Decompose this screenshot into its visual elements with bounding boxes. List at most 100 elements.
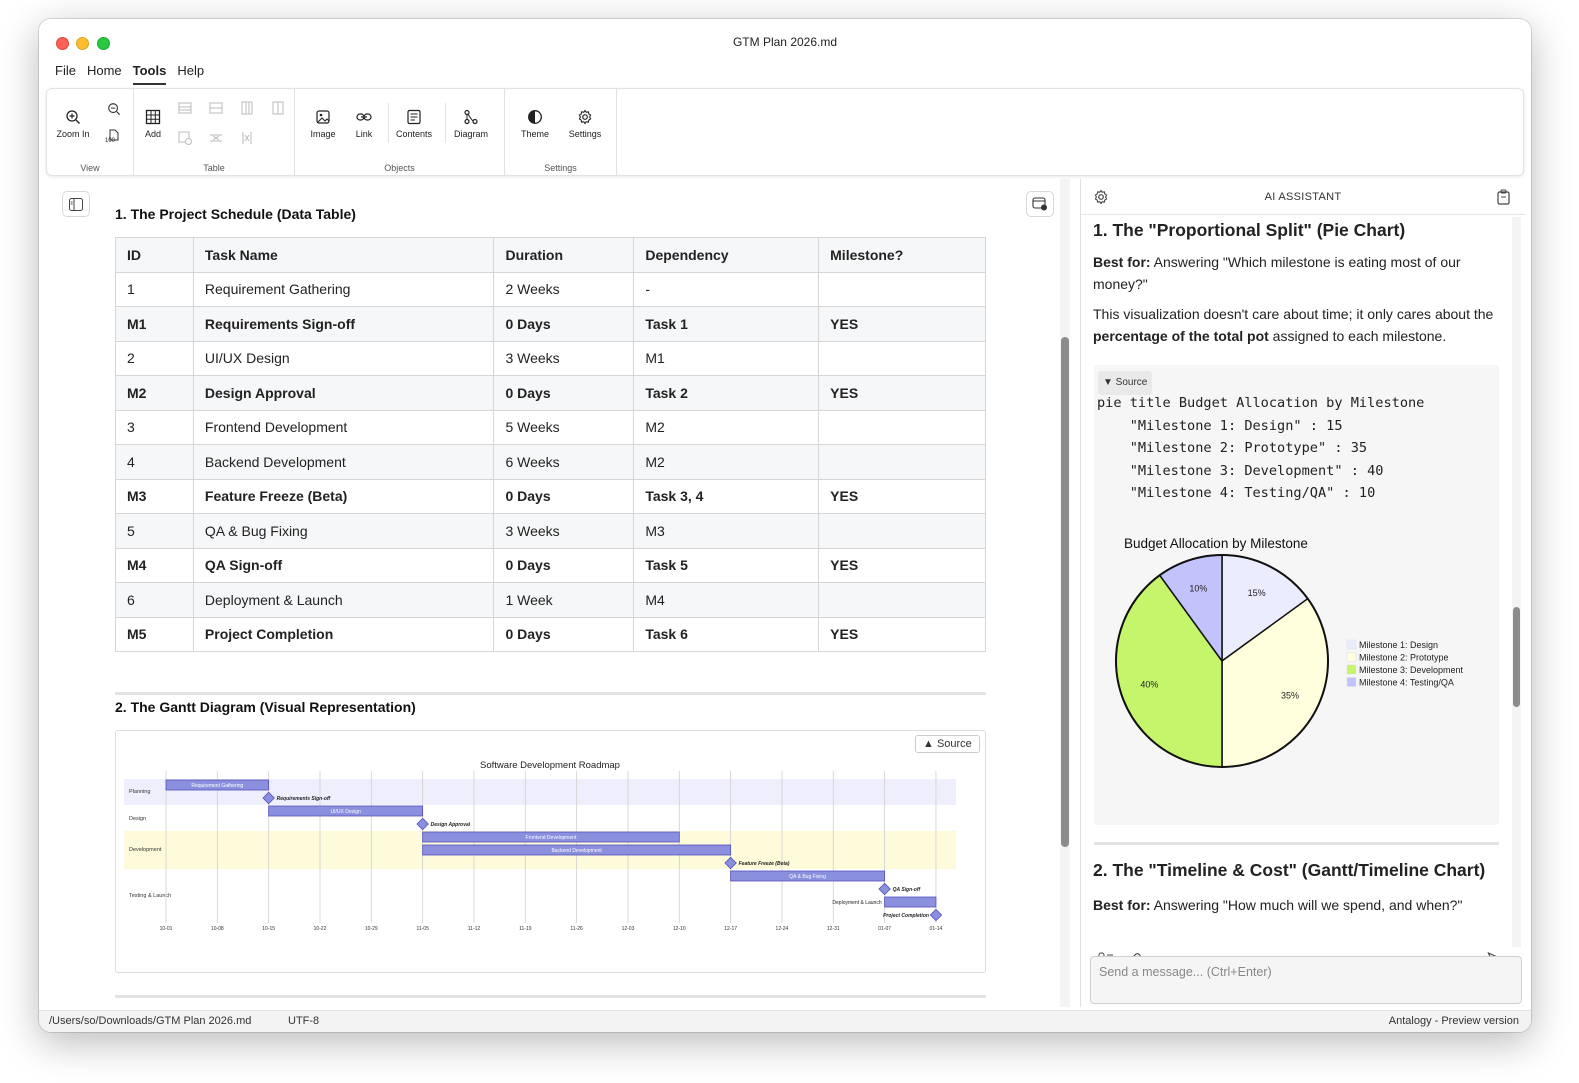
gantt-source-toggle[interactable]: ▲ Source bbox=[915, 735, 980, 753]
gear-icon[interactable] bbox=[1093, 189, 1109, 205]
gantt-title: Software Development Roadmap bbox=[480, 760, 620, 771]
table-cell: Task 2 bbox=[633, 375, 820, 411]
chat-scroll-thumb[interactable] bbox=[1513, 607, 1520, 707]
divider bbox=[445, 103, 446, 143]
encoding: UTF-8 bbox=[288, 1015, 320, 1027]
table-cell bbox=[818, 513, 986, 549]
gantt-tick-label: 01-07 bbox=[878, 926, 891, 932]
theme-button[interactable]: Theme bbox=[517, 109, 553, 139]
section-heading-schedule: 1. The Project Schedule (Data Table) bbox=[115, 206, 356, 222]
table-cell: M3 bbox=[115, 478, 194, 514]
gantt-milestone-label: QA Sign-off bbox=[893, 887, 922, 893]
ai-assistant-header: AI ASSISTANT bbox=[1081, 179, 1525, 215]
zoom-out-icon[interactable] bbox=[107, 102, 121, 116]
table-cell: 0 Days bbox=[493, 616, 635, 652]
table-cell: QA & Bug Fixing bbox=[192, 513, 495, 549]
table-cell: YES bbox=[818, 478, 986, 514]
app-version: Antalogy - Preview version bbox=[1388, 1015, 1519, 1027]
chat-scrollbar[interactable] bbox=[1512, 217, 1521, 947]
table-row: 3 Frontend Development 5 Weeks M2 bbox=[115, 409, 986, 445]
diagram-button[interactable]: Diagram bbox=[449, 109, 493, 139]
close-window-button[interactable] bbox=[56, 37, 69, 50]
menu-bar: File Home Tools Help bbox=[55, 63, 204, 85]
table-row: 4 Backend Development 6 Weeks M2 bbox=[115, 444, 986, 480]
chat-paragraph: Best for: Answering "Which milestone is … bbox=[1093, 254, 1461, 292]
group-label-table: Table bbox=[203, 163, 225, 173]
export-button[interactable] bbox=[1026, 191, 1054, 217]
table-cell: YES bbox=[818, 375, 986, 411]
table-header-cell: Milestone? bbox=[818, 237, 986, 273]
menu-tools[interactable]: Tools bbox=[132, 63, 167, 85]
legend-swatch bbox=[1346, 677, 1357, 687]
table-cell: Requirements Sign-off bbox=[192, 306, 495, 342]
gantt-task-bar bbox=[268, 805, 424, 817]
table-cell: M3 bbox=[633, 513, 820, 549]
delete-table-icon[interactable] bbox=[178, 131, 192, 145]
insert-row-below-icon[interactable] bbox=[209, 101, 223, 115]
divider bbox=[1094, 842, 1499, 845]
table-cell: 3 bbox=[115, 409, 194, 445]
zoom-reset-button[interactable]: 100 bbox=[105, 129, 123, 145]
pie-slice-label: 40% bbox=[1140, 680, 1158, 690]
gantt-section-label: Development bbox=[129, 847, 162, 853]
table-cell: M2 bbox=[115, 375, 194, 411]
ai-assistant-title: AI ASSISTANT bbox=[1264, 191, 1342, 203]
insert-row-above-icon[interactable] bbox=[178, 101, 192, 115]
contents-label: Contents bbox=[395, 129, 433, 139]
chat-paragraph: Best for: Answering "How much will we sp… bbox=[1093, 897, 1463, 913]
gantt-task-label: UI/UX Design bbox=[331, 809, 362, 815]
clear-chat-icon[interactable] bbox=[1496, 189, 1511, 205]
zoom-in-button[interactable]: Zoom In bbox=[55, 109, 91, 139]
gantt-tick-label: 11-12 bbox=[468, 926, 481, 932]
table-cell: M2 bbox=[633, 444, 820, 480]
export-icon bbox=[1032, 197, 1047, 211]
zoom-window-button[interactable] bbox=[97, 37, 110, 50]
menu-home[interactable]: Home bbox=[86, 63, 122, 78]
minimize-window-button[interactable] bbox=[76, 37, 89, 50]
gear-icon bbox=[578, 109, 592, 125]
add-table-button[interactable]: Add bbox=[140, 109, 166, 139]
settings-label: Settings bbox=[568, 129, 602, 139]
gantt-tick-label: 11-26 bbox=[570, 926, 583, 932]
table-row: M2 Design Approval 0 Days Task 2 YES bbox=[115, 375, 986, 411]
gantt-milestone-label: Feature Freeze (Beta) bbox=[739, 861, 790, 867]
menu-file[interactable]: File bbox=[55, 63, 76, 78]
table-cell: 0 Days bbox=[493, 375, 635, 411]
gantt-section-label: Design bbox=[129, 816, 146, 822]
settings-button[interactable]: Settings bbox=[565, 109, 605, 139]
table-row: 1 Requirement Gathering 2 Weeks - bbox=[115, 271, 986, 307]
insert-column-left-icon[interactable] bbox=[240, 101, 254, 115]
code-source-toggle[interactable]: ▼ Source bbox=[1098, 371, 1153, 395]
table-cell: 2 Weeks bbox=[493, 271, 635, 307]
editor-scrollbar[interactable] bbox=[1060, 179, 1070, 1007]
image-button[interactable]: Image bbox=[307, 109, 339, 139]
delete-row-icon[interactable] bbox=[209, 131, 223, 145]
table-cell: M5 bbox=[115, 616, 194, 652]
chat-input[interactable]: Send a message... (Ctrl+Enter) bbox=[1090, 956, 1522, 1004]
pie-slice-label: 15% bbox=[1248, 588, 1266, 598]
sidebar-toggle-button[interactable] bbox=[62, 191, 90, 217]
table-cell: Task 6 bbox=[633, 616, 820, 652]
editor-scroll-thumb[interactable] bbox=[1061, 337, 1069, 847]
ai-assistant-panel: AI ASSISTANT 1. The "Proportional Split"… bbox=[1080, 179, 1525, 1007]
table-icon bbox=[145, 109, 161, 125]
title-bar: GTM Plan 2026.md bbox=[39, 19, 1531, 63]
ribbon-group-settings: Theme Settings Settings bbox=[505, 89, 617, 177]
contents-button[interactable]: Contents bbox=[392, 109, 436, 139]
table-cell bbox=[818, 409, 986, 445]
gantt-tick-label: 11-19 bbox=[519, 926, 532, 932]
gantt-milestone-label: Requirements Sign-off bbox=[277, 796, 332, 802]
gantt-tick-label: 12-24 bbox=[776, 926, 789, 932]
insert-column-right-icon[interactable] bbox=[271, 101, 285, 115]
menu-help[interactable]: Help bbox=[177, 63, 205, 78]
table-row: 5 QA & Bug Fixing 3 Weeks M3 bbox=[115, 513, 986, 549]
chat-heading-gantt: 2. The "Timeline & Cost" (Gantt/Timeline… bbox=[1093, 860, 1486, 880]
document-editor[interactable]: 1. The Project Schedule (Data Table) ID T… bbox=[46, 179, 1064, 1007]
gantt-milestone bbox=[929, 908, 943, 922]
divider bbox=[388, 103, 389, 143]
table-cell: 3 Weeks bbox=[493, 340, 635, 376]
link-button[interactable]: Link bbox=[350, 109, 378, 139]
legend-label: Milestone 1: Design bbox=[1359, 640, 1438, 650]
delete-column-icon[interactable] bbox=[240, 131, 254, 145]
chat-messages[interactable]: 1. The "Proportional Split" (Pie Chart) … bbox=[1093, 217, 1508, 947]
